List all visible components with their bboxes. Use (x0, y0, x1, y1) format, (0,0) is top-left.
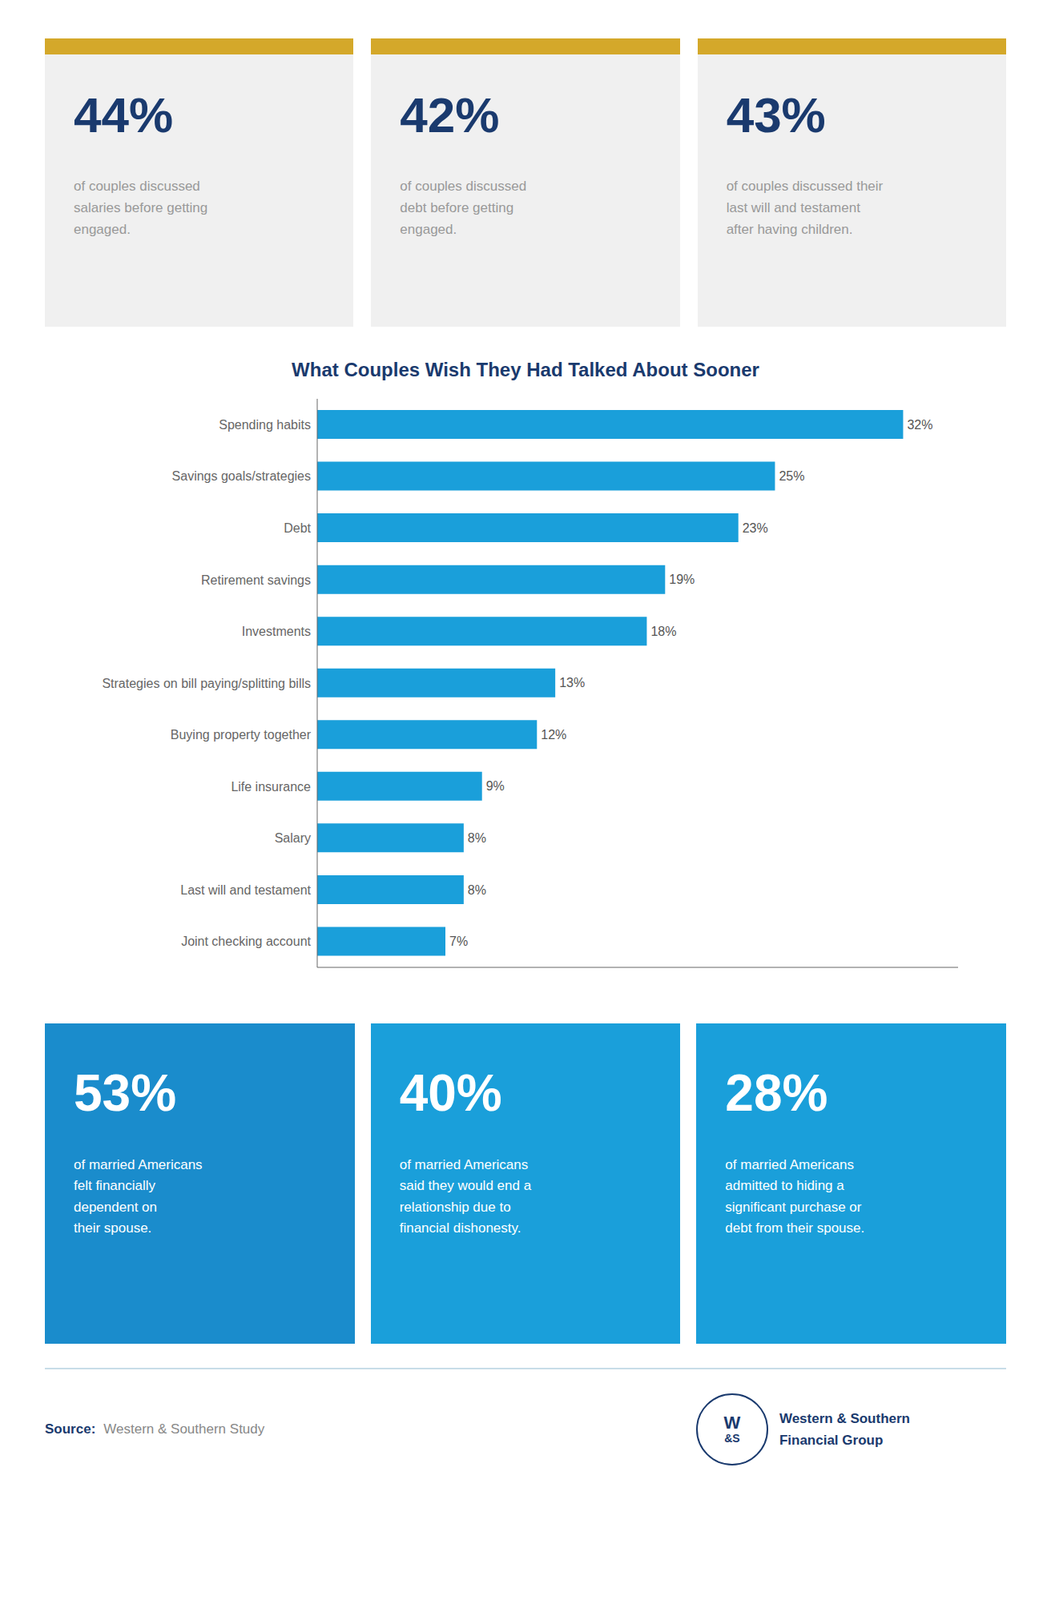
svg-text:19%: 19% (668, 572, 695, 587)
svg-text:12%: 12% (540, 728, 567, 742)
html-text:Source:: Source: (44, 1421, 96, 1438)
html-text:of married Americans admitted: of married Americans admitted to hiding … (725, 1157, 865, 1237)
svg-text:Spending habits: Spending habits (218, 418, 311, 432)
html-text:53%: 53% (73, 1064, 177, 1123)
html-text:of couples discussed salaries: of couples discussed salaries before get… (73, 178, 208, 238)
svg-text:8%: 8% (467, 883, 487, 898)
html-text:28%: 28% (725, 1064, 828, 1123)
html-text:Western & Southern Study: Western & Southern Study (103, 1421, 265, 1438)
svg-text:23%: 23% (742, 521, 769, 536)
html-text:of couples discussed debt befo: of couples discussed debt before getting… (399, 178, 527, 238)
svg-text:7%: 7% (449, 934, 468, 949)
svg-text:Last will and testament: Last will and testament (180, 883, 311, 898)
html-text:42%: 42% (399, 87, 500, 143)
svg-text:Retirement savings: Retirement savings (201, 573, 311, 588)
svg-text:8%: 8% (467, 831, 487, 846)
svg-text:25%: 25% (778, 469, 805, 484)
html-text:44%: 44% (73, 87, 174, 143)
svg-text:Savings goals/strategies: Savings goals/strategies (172, 469, 311, 484)
svg-text:18%: 18% (650, 624, 677, 639)
svg-text:Debt: Debt (283, 521, 311, 536)
svg-text:32%: 32% (906, 418, 933, 432)
svg-text:Joint checking account: Joint checking account (181, 934, 311, 949)
html-text:W: W (723, 1413, 741, 1434)
html-text:Financial Group: Financial Group (779, 1433, 884, 1449)
svg-text:13%: 13% (559, 676, 585, 690)
svg-text:Life insurance: Life insurance (230, 780, 311, 794)
svg-text:Investments: Investments (241, 624, 311, 639)
html-text:of couples discussed their las: of couples discussed their last will and… (726, 178, 884, 238)
html-text:Western & Southern: Western & Southern (779, 1411, 911, 1427)
svg-text:Strategies on bill paying/spli: Strategies on bill paying/splitting bill… (101, 676, 311, 691)
html-text:&S: &S (724, 1432, 740, 1446)
svg-text:Salary: Salary (274, 831, 311, 846)
svg-text:9%: 9% (486, 779, 505, 794)
html-text:43%: 43% (726, 87, 826, 143)
html-text:40%: 40% (399, 1064, 503, 1123)
svg-text:Buying property together: Buying property together (170, 728, 312, 742)
html-text:What Couples Wish They Had Tal: What Couples Wish They Had Talked About … (291, 358, 760, 381)
html-text:of married Americans said they: of married Americans said they would end… (399, 1157, 532, 1237)
html-text:of married Americans felt fina: of married Americans felt financially de… (73, 1157, 203, 1237)
